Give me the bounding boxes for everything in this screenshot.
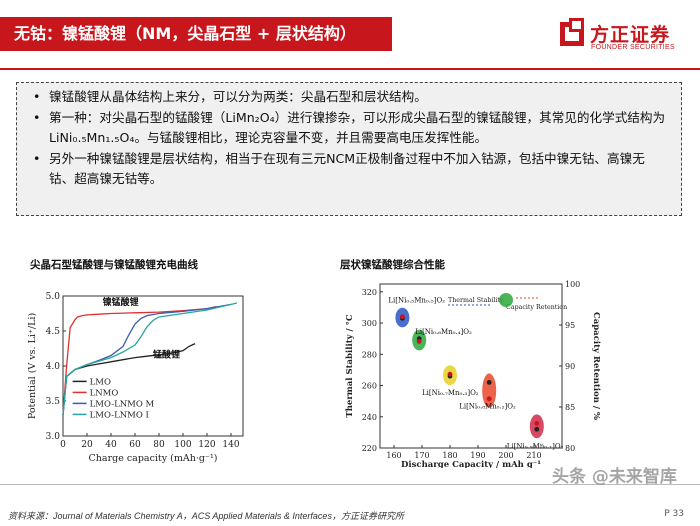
x-tick-label: 210 [526,451,541,460]
y-tick-label: 5.0 [46,292,61,302]
bullet-item: 第一种：对尖晶石型的锰酸锂（LiMn₂O₄）进行镍掺杂，可以形成尖晶石型的镍锰酸… [29,108,669,149]
watermark: 头条 @未来智库 [552,467,677,487]
annotation-label: 锰酸锂 [153,349,180,361]
plot-frame [62,295,244,437]
y-tick-label: 4.0 [46,362,61,372]
x-tick-label: 40 [105,440,117,450]
y2-tick-label: 95 [565,321,575,330]
x-tick-label: 20 [81,440,93,450]
logo-text-en: FOUNDER SECURITIES [591,44,675,51]
x-tick-label: 200 [498,451,513,460]
y-axis-label: Potential (V vs. Li⁺/Li) [27,313,38,419]
composition-label: Li[Ni₀.₉Mn₀.₁]O₂ [507,442,564,450]
legend-label: Thermal Stability [448,297,504,304]
y-axis-label: Thermal Stability / °C [345,314,355,417]
y-tick-label: 320 [362,288,377,297]
retention-point [400,314,405,320]
y2-tick-label: 85 [565,403,575,412]
x-tick-label: 170 [414,451,429,460]
footer-divider [0,484,700,485]
y-tick-label: 4.5 [46,327,61,337]
slide-title: 无钴：镍锰酸锂（NM，尖晶石型 + 层状结构） [0,17,392,51]
x-axis-label: Charge capacity (mAh·g⁻¹) [89,453,218,464]
series-line [62,305,217,416]
source-note: 资料来源：Journal of Materials Chemistry A，AC… [8,511,404,521]
composition-label: Li[Ni₀.₆Mn₀.₄]O₂ [415,328,472,336]
legend-label: LNMO [90,388,119,398]
thermal-point [534,426,540,432]
composition-label: Li[Ni₀.₅Mn₀.₅]O₂ [388,297,445,305]
composition-label: Li[Ni₀.₇Mn₀.₃]O₂ [422,389,479,397]
legend-label: LMO [90,377,111,387]
y2-tick-label: 80 [565,444,575,453]
bullet-box: 镍锰酸锂从晶体结构上来分，可以分为两类：尖晶石型和层状结构。 第一种：对尖晶石型… [16,82,682,216]
x-tick-label: 120 [198,440,215,450]
retention-point [447,371,453,377]
performance-ellipse [482,373,497,408]
founder-logo: 方正证券 FOUNDER SECURITIES [560,16,695,60]
x-tick-label: 180 [442,451,457,460]
layered-performance-chart: 160 170 180 190 200 210 220 240 260 280 300 320 80 85… [345,280,601,468]
performance-ellipse [529,414,544,439]
bullet-item: 镍锰酸锂从晶体结构上来分，可以分为两类：尖晶石型和层状结构。 [29,87,669,108]
logo-text-cn: 方正证券 [590,24,671,46]
y2-axis-label: Capacity Retention / % [591,312,601,420]
legend-label: Capacity Retention [506,304,567,311]
y-tick-label: 240 [362,413,377,422]
founder-logo-icon [560,18,584,46]
y-tick-label: 300 [362,319,377,328]
chart-caption-left: 尖晶石型锰酸锂与镍锰酸锂充电曲线 [30,259,198,271]
y2-tick-label: 100 [565,280,580,289]
chart-caption-right: 层状镍锰酸锂综合性能 [340,259,445,271]
thermal-point [486,380,492,385]
x-tick-label: 80 [153,440,165,450]
x-tick-label: 140 [222,440,239,450]
retention-point [534,421,540,426]
y-tick-label: 220 [362,444,377,453]
x-tick-label: 160 [386,451,401,460]
y-tick-label: 3.5 [46,397,61,407]
series-line [62,302,238,416]
x-tick-label: 60 [129,440,141,450]
charge-curve-chart: 0 20 40 60 80 100 120 140 3.0 3.5 4.0 4.5 5.0 Charge … [27,292,244,464]
x-tick-label: 100 [174,440,191,450]
legend-label: LMO-LNMO M [90,399,155,409]
retention-point [486,396,492,402]
y-tick-label: 280 [362,350,377,359]
legend-label: LMO-LNMO I [90,410,149,420]
x-tick-label: 190 [470,451,485,460]
x-tick-label: 0 [60,440,66,450]
y-tick-label: 3.0 [46,432,61,442]
composition-label: Li[Ni₀.₈Mn₀.₂]O₂ [459,403,516,411]
y2-tick-label: 90 [565,362,575,371]
header-divider [0,68,700,70]
retention-point [416,339,422,344]
annotation-label: 镍锰酸锂 [103,296,139,308]
bullet-item: 另外一种镍锰酸锂是层状结构，相当于在现有三元NCM正极制备过程中不加入钴源，包括… [29,149,669,190]
legend-swatch [499,293,513,307]
page-number: P 33 [664,509,684,519]
x-axis-label: Discharge Capacity / mAh g⁻¹ [401,460,541,468]
y-tick-label: 260 [362,382,377,391]
